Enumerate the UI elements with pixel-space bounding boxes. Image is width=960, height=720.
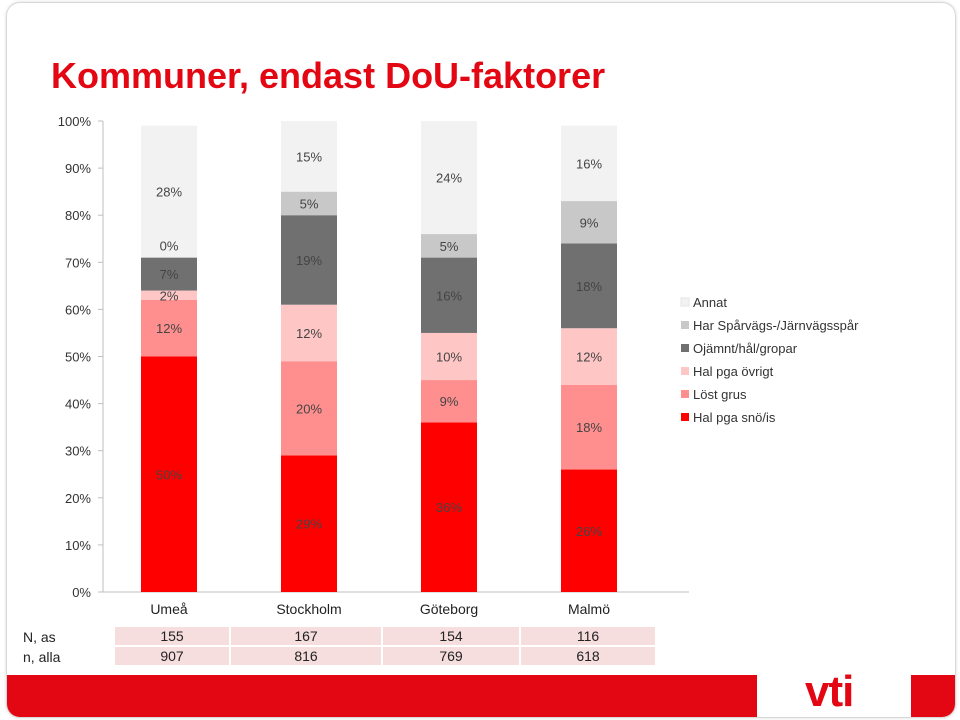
bar-segment [281, 361, 337, 456]
table-cell: 816 [231, 647, 381, 665]
stacked-bar-chart: 0% 10% 20% 30% 40% 50% 60% 70% 80% 90% 100% Umeå Sto… [58, 114, 859, 617]
bar-segment [561, 243, 617, 329]
data-label: 15% [296, 149, 322, 164]
data-label: 16% [576, 156, 602, 171]
data-label: 12% [296, 326, 322, 341]
data-label: 20% [296, 401, 322, 416]
data-label: 28% [156, 185, 182, 200]
bar-segment [281, 191, 337, 216]
y-tick-label: 50% [65, 350, 91, 365]
table-cell: 167 [231, 627, 381, 645]
bar-segment [561, 328, 617, 385]
table-cell: 618 [521, 647, 655, 665]
y-tick-label: 100% [58, 114, 92, 129]
table-cell: 155 [115, 627, 229, 645]
data-label: 2% [160, 288, 179, 303]
table-cell: 907 [115, 647, 229, 665]
bar-segment [281, 121, 337, 192]
data-label: 9% [440, 394, 459, 409]
bar-segment [421, 234, 477, 258]
data-label: 5% [300, 196, 319, 211]
data-label: 9% [580, 215, 599, 230]
y-tick-label: 20% [65, 491, 91, 506]
y-tick-label: 60% [65, 302, 91, 317]
x-category-label: Umeå [150, 601, 188, 617]
bar-segment [421, 380, 477, 423]
bar-segment [561, 384, 617, 470]
legend-swatch [681, 321, 689, 329]
table-row-label-n-as: N, as [23, 629, 56, 645]
bar-segment [141, 356, 197, 592]
legend-swatch [681, 367, 689, 375]
legend-label: Hal pga övrigt [693, 364, 774, 379]
bar-segment [141, 290, 197, 300]
bar-segment [561, 201, 617, 244]
page-title: Kommuner, endast DoU-faktorer [51, 55, 606, 96]
data-label: 18% [576, 420, 602, 435]
bar-segment [141, 257, 197, 291]
data-label: 24% [436, 171, 462, 186]
legend-swatch [681, 413, 689, 421]
y-tick-label: 40% [65, 397, 91, 412]
slide: Kommuner, endast DoU-faktorer 0% 10% 20% 30… [6, 2, 956, 718]
data-label: 12% [576, 350, 602, 365]
x-category-label: Malmö [568, 601, 610, 617]
legend-swatch [680, 297, 690, 307]
bar-segment [421, 257, 477, 333]
data-label: 36% [436, 500, 462, 515]
bar-segment [421, 422, 477, 592]
bar-segment [141, 299, 197, 357]
table-row-label-n-alla: n, alla [23, 649, 61, 665]
table-cell: 154 [383, 627, 519, 645]
data-label: 19% [296, 253, 322, 268]
bar-segment [281, 455, 337, 592]
data-label: 26% [576, 524, 602, 539]
bar-segment [281, 215, 337, 305]
data-label: 7% [160, 267, 179, 282]
table-cell: 116 [521, 627, 655, 645]
y-tick-label: 80% [65, 208, 91, 223]
y-tick-label: 10% [65, 538, 91, 553]
x-category-label: Göteborg [420, 601, 478, 617]
y-tick-label: 30% [65, 444, 91, 459]
legend-label: Annat [693, 295, 727, 310]
data-label: 18% [576, 279, 602, 294]
logo-background [757, 675, 911, 717]
legend-label: Hal pga snö/is [693, 410, 776, 425]
table-cell: 769 [383, 647, 519, 665]
legend-label: Ojämnt/hål/gropar [693, 341, 798, 356]
legend-label: Har Spårvägs-/Järnvägsspår [693, 318, 859, 333]
bar-segment [141, 125, 197, 258]
data-label: 12% [156, 321, 182, 336]
legend-label: Löst grus [693, 387, 747, 402]
data-label: 10% [436, 350, 462, 365]
bar-segment [561, 469, 617, 592]
bar-segment [421, 121, 477, 235]
data-label: 5% [440, 239, 459, 254]
x-category-label: Stockholm [276, 601, 341, 617]
legend-swatch [681, 344, 689, 352]
data-label: 16% [436, 288, 462, 303]
legend-swatch [681, 390, 689, 398]
bar-segment [281, 304, 337, 362]
y-tick-label: 0% [72, 585, 91, 600]
data-label: 0% [160, 239, 179, 254]
y-tick-label: 70% [65, 255, 91, 270]
data-label: 29% [296, 517, 322, 532]
data-label: 50% [156, 467, 182, 482]
bar-segment [561, 125, 617, 202]
bar-segment [421, 332, 477, 381]
y-tick-label: 90% [65, 161, 91, 176]
vti-logo: vti [805, 667, 854, 716]
